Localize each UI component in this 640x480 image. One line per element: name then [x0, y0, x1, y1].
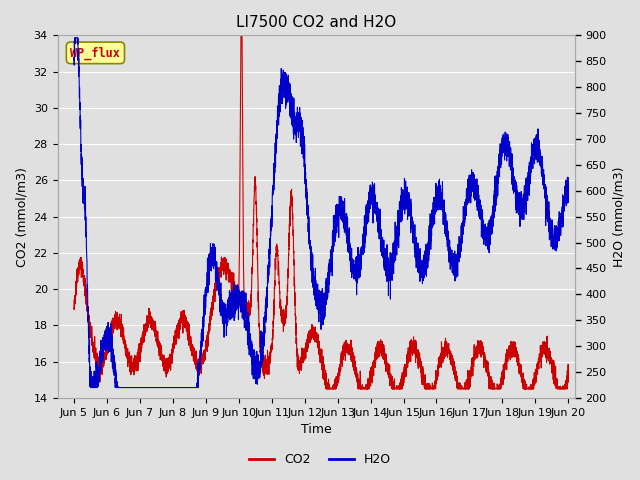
Y-axis label: H2O (mmol/m3): H2O (mmol/m3)	[612, 167, 625, 267]
Y-axis label: CO2 (mmol/m3): CO2 (mmol/m3)	[15, 167, 28, 266]
Legend: CO2, H2O: CO2, H2O	[244, 448, 396, 471]
Text: WP_flux: WP_flux	[70, 46, 120, 60]
Title: LI7500 CO2 and H2O: LI7500 CO2 and H2O	[236, 15, 396, 30]
X-axis label: Time: Time	[301, 423, 332, 436]
